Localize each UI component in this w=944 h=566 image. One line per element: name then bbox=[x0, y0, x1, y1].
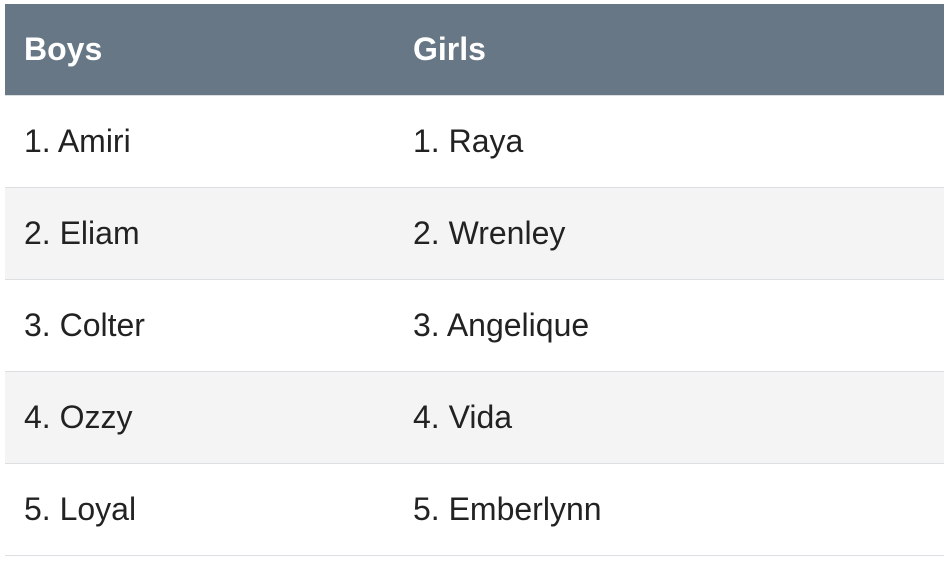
boy-name-cell: 4. Ozzy bbox=[5, 371, 394, 464]
girl-name-cell: 5. Emberlynn bbox=[394, 463, 944, 556]
boy-name-cell: 2. Eliam bbox=[5, 187, 394, 280]
boy-name-cell: 3. Colter bbox=[5, 279, 394, 372]
girl-name-cell: 2. Wrenley bbox=[394, 187, 944, 280]
boy-name-cell: 1. Amiri bbox=[5, 95, 394, 188]
girl-name-cell: 4. Vida bbox=[394, 371, 944, 464]
header-boys: Boys bbox=[5, 4, 394, 96]
header-row: Boys Girls bbox=[5, 4, 944, 96]
table-body: 1. Amiri 1. Raya 2. Eliam 2. Wrenley 3. … bbox=[5, 95, 944, 556]
table-header: Boys Girls bbox=[5, 4, 944, 96]
table-row: 4. Ozzy 4. Vida bbox=[5, 371, 944, 464]
header-girls: Girls bbox=[394, 4, 944, 96]
table-row: 5. Loyal 5. Emberlynn bbox=[5, 463, 944, 556]
table-row: 2. Eliam 2. Wrenley bbox=[5, 187, 944, 280]
girl-name-cell: 1. Raya bbox=[394, 95, 944, 188]
table-row: 3. Colter 3. Angelique bbox=[5, 279, 944, 372]
boy-name-cell: 5. Loyal bbox=[5, 463, 394, 556]
girl-name-cell: 3. Angelique bbox=[394, 279, 944, 372]
names-table: Boys Girls 1. Amiri 1. Raya 2. Eliam 2. … bbox=[5, 4, 944, 556]
table-row: 1. Amiri 1. Raya bbox=[5, 95, 944, 188]
